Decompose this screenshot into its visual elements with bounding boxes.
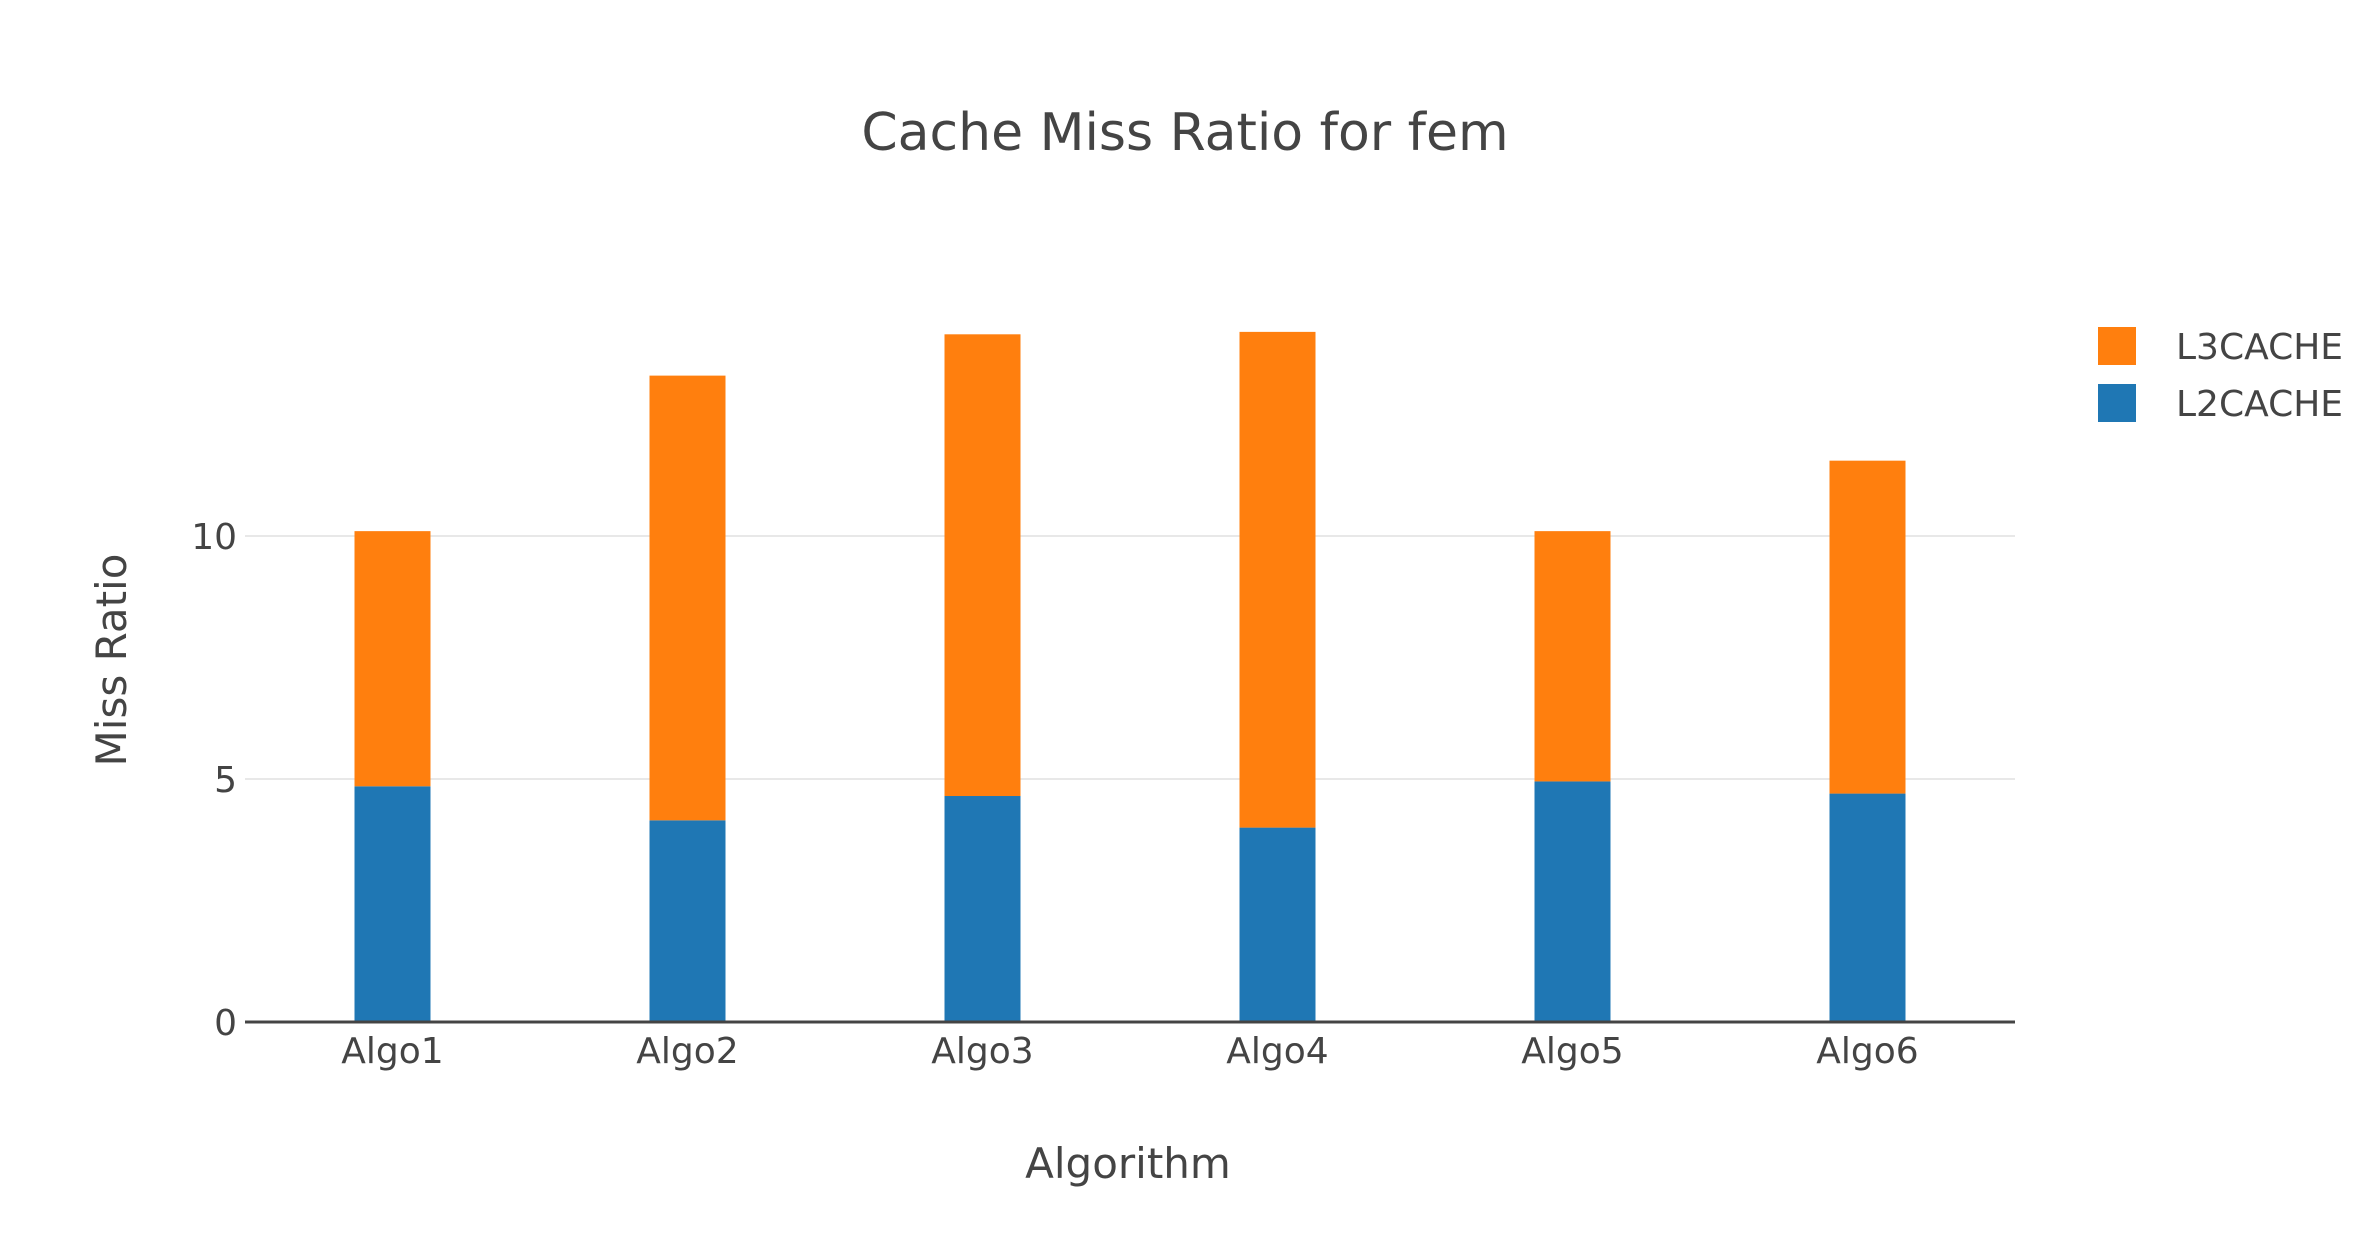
bar-l2cache-algo2 [649,820,726,1022]
bar-l3cache-algo4 [1239,331,1316,828]
bar-l2cache-algo1 [354,786,431,1022]
bar-l3cache-algo1 [354,531,431,787]
x-tick-label: Algo5 [1521,1031,1623,1072]
y-tick-label: 5 [214,760,237,801]
x-axis-title: Algorithm [1025,1139,1231,1188]
bar-l3cache-algo5 [1534,531,1611,782]
bar-l3cache-algo3 [944,334,1021,797]
bar-l2cache-algo3 [944,796,1021,1022]
x-tick-label: Algo3 [931,1031,1033,1072]
y-tick-label: 10 [191,517,237,558]
bars-group [354,331,1906,1022]
bar-l3cache-algo6 [1829,460,1906,794]
x-tick-labels: Algo1 Algo2 Algo3 Algo4 Algo5 Algo6 [341,1031,1918,1072]
y-tick-label: 0 [214,1003,237,1044]
legend-label-l3cache: L3CACHE [2176,327,2343,368]
legend-label-l2cache: L2CACHE [2176,384,2343,425]
x-tick-label: Algo6 [1816,1031,1918,1072]
bar-l2cache-algo6 [1829,793,1906,1022]
bar-l2cache-algo5 [1534,781,1611,1022]
gridlines [245,535,2015,780]
bar-l3cache-algo2 [649,375,726,821]
y-axis-title: Miss Ratio [87,554,136,767]
legend-swatch-l3cache [2098,327,2136,365]
y-tick-labels: 0 5 10 [191,517,237,1044]
x-tick-label: Algo1 [341,1031,443,1072]
chart-title: Cache Miss Ratio for fem [861,103,1508,163]
legend-swatch-l2cache [2098,384,2136,422]
x-tick-label: Algo4 [1226,1031,1328,1072]
x-tick-label: Algo2 [636,1031,738,1072]
legend: L3CACHE L2CACHE [2098,327,2343,425]
bar-l2cache-algo4 [1239,827,1316,1022]
